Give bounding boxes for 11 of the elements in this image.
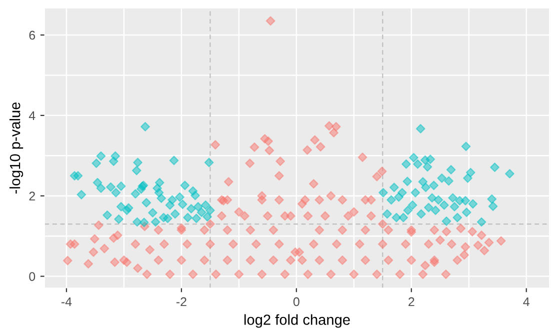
y-tick-label: 2 xyxy=(29,192,35,200)
x-tick-label: 2 xyxy=(408,297,414,306)
y-tick-label: 0 xyxy=(29,272,36,281)
x-tick-label: -2 xyxy=(176,297,186,306)
x-tick-label: 4 xyxy=(523,297,530,306)
x-axis-title: log2 fold change xyxy=(244,314,350,328)
y-tick-label: 6 xyxy=(29,30,36,40)
y-axis-title: -log10 p-value xyxy=(10,102,24,194)
y-tick-label: 4 xyxy=(28,111,36,120)
x-tick-label: -4 xyxy=(61,297,72,306)
x-tick-label: 0 xyxy=(293,297,300,306)
